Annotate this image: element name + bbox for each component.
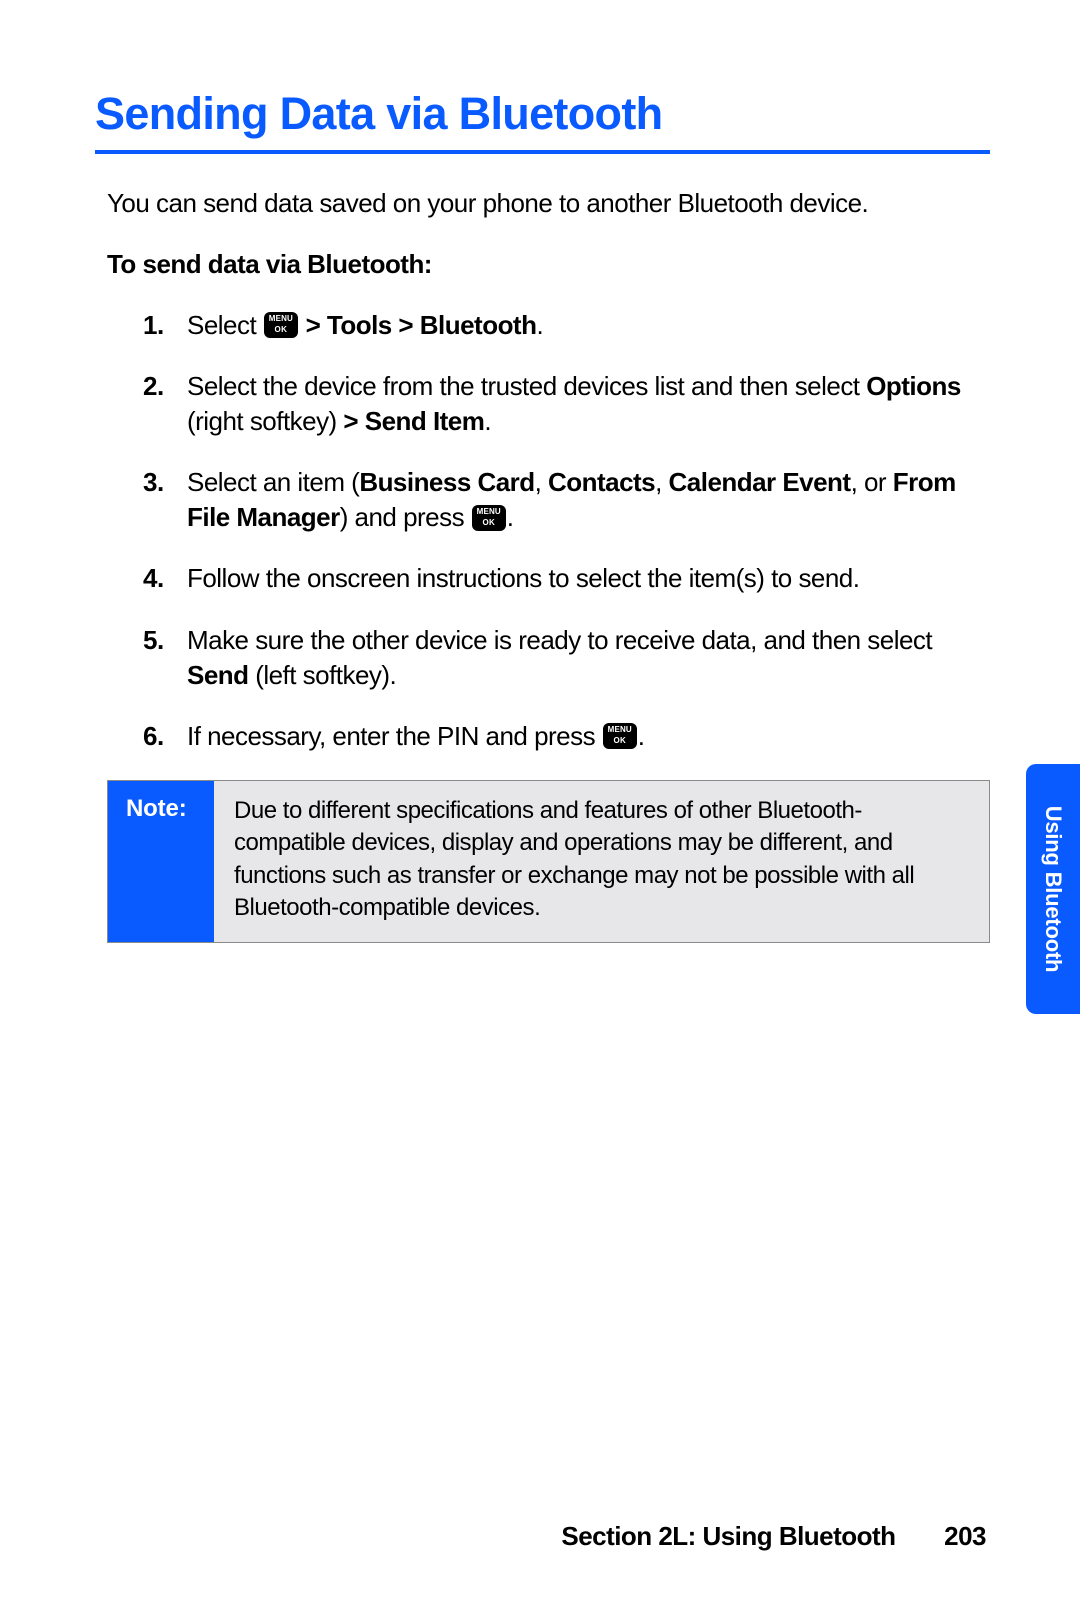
step-text: .	[638, 721, 645, 751]
intro-text: You can send data saved on your phone to…	[107, 188, 990, 219]
step-number: 5.	[143, 623, 164, 658]
step-number: 4.	[143, 561, 164, 596]
note-text: Due to different specifications and feat…	[214, 781, 989, 943]
step-text: Select the device from the trusted devic…	[187, 371, 866, 401]
step-text: (left softkey).	[249, 660, 397, 690]
step-text: ,	[535, 467, 548, 497]
step-1: 1. Select > Tools > Bluetooth.	[143, 308, 990, 343]
step-text: .	[536, 310, 543, 340]
step-text: .	[507, 502, 514, 532]
step-text: Select an item (	[187, 467, 359, 497]
step-5: 5. Make sure the other device is ready t…	[143, 623, 990, 693]
step-bold: Send	[187, 660, 249, 690]
step-text: Make sure the other device is ready to r…	[187, 625, 932, 655]
step-bold: > Tools > Bluetooth	[299, 310, 537, 340]
note-box: Note: Due to different specifications an…	[107, 780, 990, 944]
step-number: 3.	[143, 465, 164, 500]
step-2: 2. Select the device from the trusted de…	[143, 369, 990, 439]
main-title: Sending Data via Bluetooth	[95, 88, 990, 154]
step-text: ,	[655, 467, 668, 497]
step-bold: Business Card	[359, 467, 534, 497]
page-container: Sending Data via Bluetooth You can send …	[0, 0, 1080, 943]
step-number: 2.	[143, 369, 164, 404]
step-4: 4. Follow the onscreen instructions to s…	[143, 561, 990, 596]
step-text: Select	[187, 310, 263, 340]
step-number: 6.	[143, 719, 164, 754]
menu-ok-icon	[472, 505, 506, 531]
step-text: Follow the onscreen instructions to sele…	[187, 563, 859, 593]
step-3: 3. Select an item (Business Card, Contac…	[143, 465, 990, 535]
step-text: , or	[851, 467, 893, 497]
step-bold: > Send Item	[343, 406, 484, 436]
step-text: ) and press	[340, 502, 471, 532]
step-bold: Contacts	[548, 467, 655, 497]
note-label: Note:	[108, 781, 214, 943]
page-footer: Section 2L: Using Bluetooth 203	[561, 1521, 986, 1552]
sub-heading: To send data via Bluetooth:	[107, 249, 990, 280]
menu-ok-icon	[264, 312, 298, 338]
step-6: 6. If necessary, enter the PIN and press…	[143, 719, 990, 754]
step-bold: Options	[866, 371, 961, 401]
footer-page-number: 203	[944, 1521, 986, 1552]
step-text: If necessary, enter the PIN and press	[187, 721, 602, 751]
step-text: .	[484, 406, 491, 436]
footer-section: Section 2L: Using Bluetooth	[561, 1521, 895, 1551]
steps-list: 1. Select > Tools > Bluetooth. 2. Select…	[143, 308, 990, 754]
menu-ok-icon	[603, 723, 637, 749]
step-number: 1.	[143, 308, 164, 343]
step-text: (right softkey)	[187, 406, 343, 436]
section-side-tab: Using Bluetooth	[1026, 764, 1080, 1014]
step-bold: Calendar Event	[669, 467, 851, 497]
side-tab-label: Using Bluetooth	[1040, 806, 1066, 973]
